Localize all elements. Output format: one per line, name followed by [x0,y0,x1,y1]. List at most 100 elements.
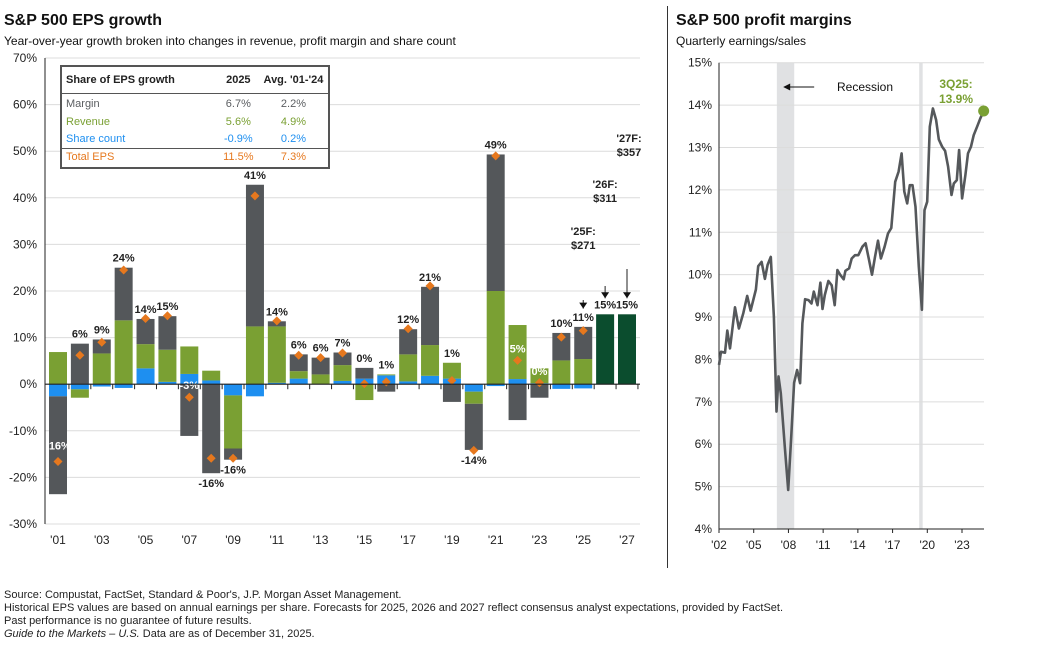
left-chart-subtitle: Year-over-year growth broken into change… [4,34,456,48]
x-tick-label: '01 [50,533,66,547]
revenue-segment-2012 [289,371,308,379]
table-row-revenue: Revenue 5.6% 4.9% [66,116,324,132]
margin-segment-2007 [180,384,199,436]
table-header: Share of EPS growth 2025 Avg. '01-'24 [66,74,324,90]
eps-growth-chart: -30% -20% -10% 0% 10% 20% 30% 40% 50% 60% 70% -16% 6… [9,51,642,547]
y-tick-label: 13% [688,140,712,154]
total-eps-marker-2018 [425,281,435,291]
margin-segment-2018 [421,286,440,346]
row-avg: 0.2% [280,133,306,145]
total-eps-marker-2001 [53,457,63,467]
margin-segment-2019 [442,384,461,402]
revenue-segment-2016 [377,374,396,376]
table-header-2025: 2025 [226,74,251,86]
x-tick-label: '03 [94,533,110,547]
row-avg: 4.9% [280,116,306,128]
margin-segment-2025 [574,326,593,360]
y-tick-label: 70% [13,51,37,65]
share-segment-2006 [158,381,177,385]
revenue-segment-2004 [114,320,133,385]
revenue-segment-2025 [574,359,593,385]
row-2025: 5.6% [225,116,251,128]
total-eps-marker-2023 [534,378,544,388]
x-tick-label: '19 [444,533,460,547]
margin-segment-2017 [399,329,418,355]
revenue-segment-2007 [180,346,199,374]
total-eps-marker-2005 [141,313,151,323]
margin-segment-2013 [311,357,330,375]
data-label-2013: 6% [313,343,329,355]
row-2025: 11.5% [223,151,254,163]
data-label-2016: 1% [378,359,394,371]
forecast-annotation-2025: '25F: [571,226,596,238]
revenue-segment-2022 [508,325,527,380]
total-eps-marker-2003 [97,337,107,347]
x-tick-label: '07 [181,533,197,547]
x-tick-label: '09 [225,533,241,547]
eps-share-table: Share of EPS growth 2025 Avg. '01-'24 Ma… [60,65,330,169]
share-segment-2008 [202,380,221,385]
data-label-2014: 7% [335,338,351,350]
x-tick-label: '23 [954,538,970,552]
data-label-2009: -16% [220,465,246,477]
y-tick-label: 9% [695,310,713,324]
right-chart-subtitle: Quarterly earnings/sales [676,34,807,48]
x-tick-label: '02 [711,538,727,552]
y-tick-label: 4% [695,522,713,536]
footnotes: Source: Compustat, FactSet, Standard & P… [4,589,794,641]
data-label-2011: 14% [266,306,288,318]
y-tick-label: 11% [689,225,712,239]
total-eps-marker-2011 [272,316,282,326]
share-segment-2024 [552,384,571,389]
revenue-segment-2015 [355,384,374,401]
total-eps-marker-2013 [316,353,326,363]
profit-margin-chart: 4% 5% 6% 7% 8% 9% 10% 11% 12% 13% 14% 15% '02 '05 '08 '… [688,56,990,552]
total-eps-marker-2012 [294,350,304,360]
row-label: Margin [66,98,100,110]
row-label: Share count [66,133,126,145]
x-tick-label: '17 [885,538,901,552]
table-header-avg: Avg. '01-'24 [263,74,324,86]
footnote-source: Source: Compustat, FactSet, Standard & P… [4,589,402,601]
table-header-label: Share of EPS growth [66,74,175,86]
footnote-asof-line: Guide to the Markets – U.S. Data are as … [4,628,794,641]
revenue-segment-2013 [311,374,330,385]
forecast-annotation-2027: $357 [617,147,641,159]
row-avg: 7.3% [280,151,306,163]
y-tick-label: 20% [13,284,37,298]
share-segment-2020 [464,384,483,392]
footnote-note: Historical EPS values are based on annua… [4,602,784,627]
share-segment-2009 [224,384,243,396]
forecast-bar-2026 [596,314,615,385]
data-label-2012: 6% [291,339,307,351]
share-segment-2021 [486,384,505,387]
total-eps-marker-2014 [338,348,347,358]
data-label-2010: 41% [244,170,266,182]
y-tick-label: 6% [695,437,713,451]
total-eps-marker-2021 [491,151,501,161]
data-label-2019: 1% [444,348,460,360]
y-tick-label: 30% [13,237,37,251]
total-eps-marker-2020 [469,445,479,455]
share-segment-2003 [92,384,111,387]
x-tick-label: '11 [269,533,284,547]
revenue-segment-2014 [333,365,352,381]
arrow-left-icon [783,83,791,91]
data-label-2006: 15% [156,301,178,313]
revenue-segment-2019 [442,362,461,379]
margin-segment-2008 [202,384,221,474]
arrowhead-icon [623,292,631,299]
x-tick-label: '08 [781,538,797,552]
x-tick-label: '05 [138,533,154,547]
share-segment-2004 [114,384,133,388]
share-segment-2011 [267,382,286,385]
forecast-bar-2027 [618,314,636,385]
data-label-2004: 24% [113,253,135,265]
margin-segment-2016 [377,384,396,392]
revenue-segment-2005 [136,344,155,369]
revenue-segment-2020 [464,391,483,404]
y-tick-label: 60% [13,98,37,112]
latest-value-label: 3Q25: [939,77,972,91]
recession-label: Recession [837,80,893,94]
margin-segment-2014 [333,352,352,366]
